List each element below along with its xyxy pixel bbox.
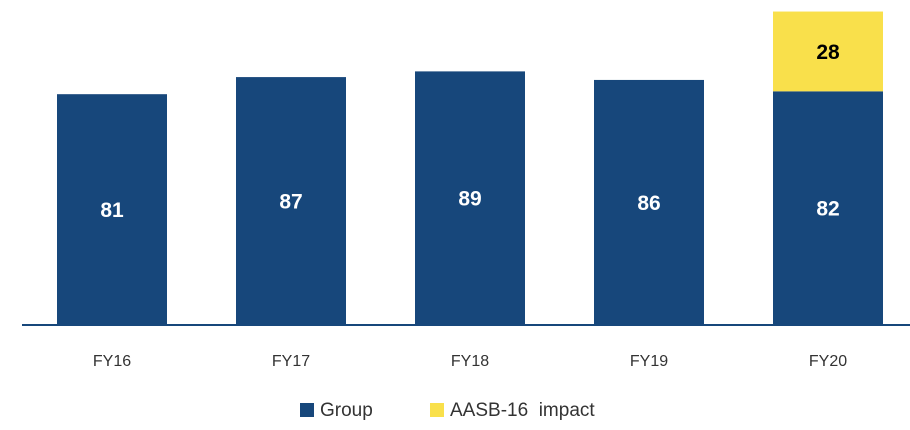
- value-label: 82: [816, 198, 839, 221]
- legend-swatch: [430, 403, 444, 417]
- bar-segment: [236, 77, 346, 325]
- x-tick-label: FY17: [272, 353, 310, 370]
- bar-segment: [594, 79, 704, 325]
- legend-label: Group: [320, 400, 373, 421]
- value-label: 28: [816, 41, 840, 64]
- x-tick-label: FY19: [630, 353, 668, 370]
- value-label: 87: [279, 191, 302, 214]
- value-label: 89: [458, 188, 481, 211]
- value-label: 86: [637, 192, 660, 215]
- x-tick-label: FY20: [809, 353, 847, 370]
- legend-label: AASB-16 impact: [450, 400, 595, 421]
- bar-segment: [57, 94, 167, 325]
- bar-segment: [415, 71, 525, 326]
- x-tick-label: FY18: [451, 353, 489, 370]
- x-tick-label: FY16: [93, 353, 131, 370]
- bar-segment: [773, 91, 883, 326]
- value-label: 81: [100, 199, 124, 222]
- legend-swatch: [300, 403, 314, 417]
- bar-segment: [773, 11, 883, 92]
